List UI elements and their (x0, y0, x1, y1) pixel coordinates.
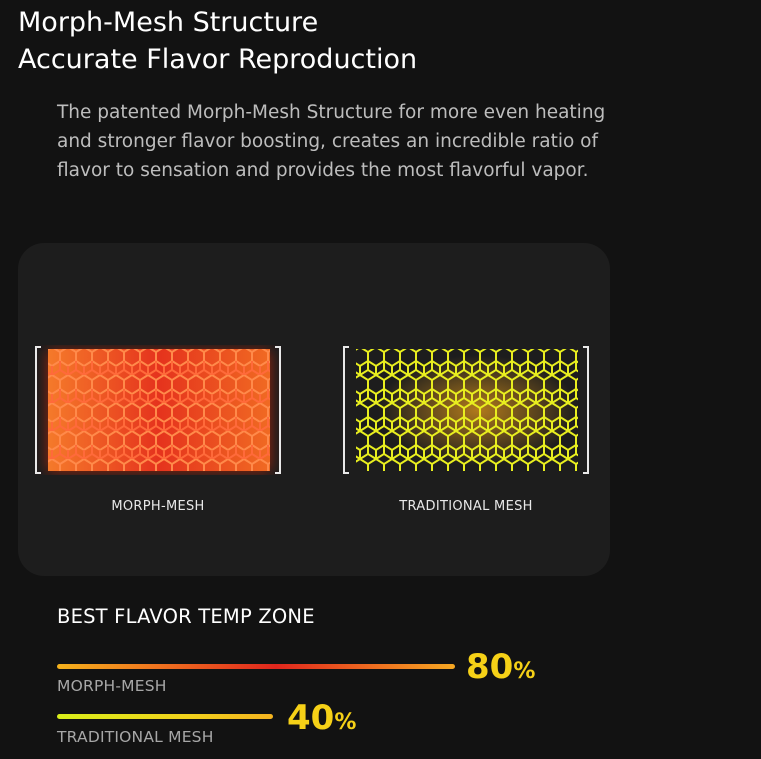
traditional-mesh-bar (57, 714, 273, 719)
traditional-mesh-bar-label: TRADITIONAL MESH (57, 728, 214, 746)
morph-mesh-bar (57, 664, 455, 669)
morph-mesh-caption: MORPH-MESH (111, 499, 205, 514)
mesh-comparison-card: MORPH-MESH TRADITIONAL MESH (18, 243, 610, 576)
description-text: The patented Morph-Mesh Structure for mo… (57, 102, 606, 181)
traditional-mesh-unit: % (334, 710, 357, 735)
yellow-mesh-icon (343, 346, 589, 474)
traditional-mesh-percentage: 40% (287, 698, 356, 738)
traditional-mesh-value: 40 (287, 698, 335, 738)
temp-zone-title: BEST FLAVOR TEMP ZONE (57, 605, 315, 628)
morph-mesh-unit: % (513, 659, 536, 684)
red-hot-mesh-icon (35, 346, 281, 474)
morph-mesh-percentage: 80% (466, 647, 535, 687)
morph-mesh-value: 80 (466, 647, 514, 687)
traditional-mesh-caption: TRADITIONAL MESH (399, 499, 533, 514)
page-title: Morph-Mesh Structure Accurate Flavor Rep… (18, 4, 718, 78)
morph-mesh-bar-label: MORPH-MESH (57, 677, 167, 695)
title-line-2: Accurate Flavor Reproduction (18, 44, 418, 75)
title-line-1: Morph-Mesh Structure (18, 7, 319, 38)
